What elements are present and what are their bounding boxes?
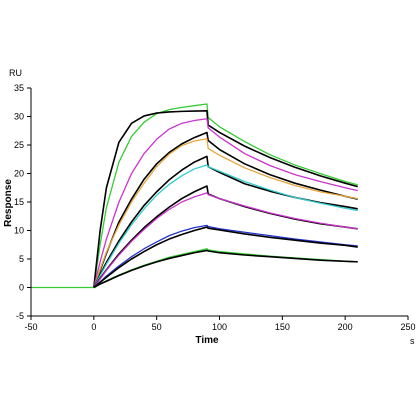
x-axis-title: Time xyxy=(195,335,219,346)
y-axis-title: Response xyxy=(3,179,14,227)
fit-curve-1 xyxy=(93,110,358,288)
fit-curve-10 xyxy=(93,226,358,289)
response-curve-6 xyxy=(93,164,358,288)
x-tick-label: -50 xyxy=(24,322,37,332)
y-unit-label: RU xyxy=(9,68,22,78)
y-tick-label: 30 xyxy=(14,112,24,122)
response-curve-0 xyxy=(31,103,358,289)
response-curve-2 xyxy=(93,118,358,288)
y-tick-label: 0 xyxy=(19,283,24,293)
response-curve-4 xyxy=(93,138,358,288)
fit-curve-12 xyxy=(93,249,358,289)
x-tick-label: 200 xyxy=(338,322,353,332)
x-unit-label: s xyxy=(410,336,415,346)
x-tick-label: 150 xyxy=(275,322,290,332)
data-curves xyxy=(31,103,358,289)
y-tick-label: 10 xyxy=(14,226,24,236)
fit-curve-3 xyxy=(93,131,358,288)
response-curve-9 xyxy=(93,224,358,288)
y-tick-label: 20 xyxy=(14,169,24,179)
x-tick-label: 0 xyxy=(91,322,96,332)
x-tick-label: 100 xyxy=(212,322,227,332)
y-axis-ticks: -5 0 5 10 15 20 25 30 35 xyxy=(14,83,31,321)
x-tick-label: 50 xyxy=(152,322,162,332)
y-tick-label: -5 xyxy=(16,311,24,321)
y-tick-label: 25 xyxy=(14,140,24,150)
y-tick-label: 35 xyxy=(14,83,24,93)
y-tick-label: 15 xyxy=(14,197,24,207)
y-tick-label: 5 xyxy=(19,254,24,264)
response-curve-8 xyxy=(93,192,358,288)
x-axis-ticks: -50 0 50 100 150 200 250 xyxy=(24,316,416,332)
x-tick-label: 250 xyxy=(400,322,415,332)
